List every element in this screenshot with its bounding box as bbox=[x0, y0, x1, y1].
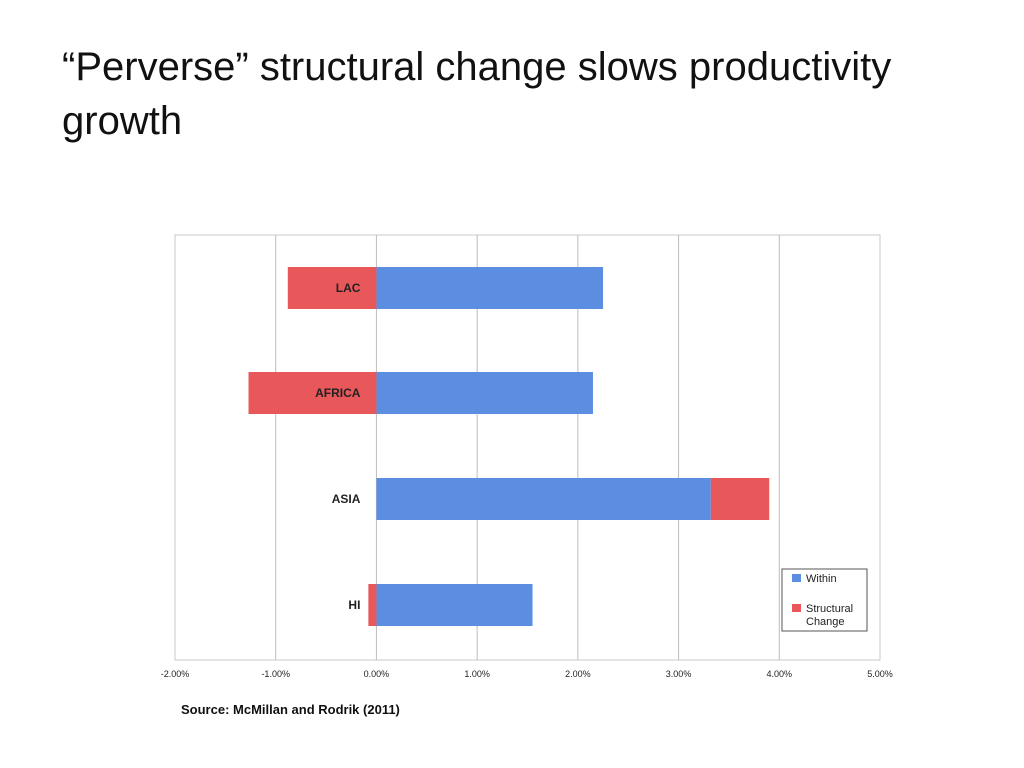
slide-title: “Perverse” structural change slows produ… bbox=[62, 45, 892, 143]
x-tick-label: 5.00% bbox=[867, 669, 893, 679]
bar-lac-within bbox=[376, 267, 604, 309]
bars bbox=[248, 267, 770, 626]
legend-label-structural: Structural Change bbox=[806, 603, 853, 628]
x-axis-tick-labels: -2.00% -1.00% 0.00% 1.00% 2.00% 3.00% 4.00% 5.0… bbox=[161, 669, 893, 679]
category-label-hi: HI bbox=[348, 598, 360, 612]
bar-lac-structural bbox=[287, 267, 377, 309]
x-tick-label: -1.00% bbox=[261, 669, 290, 679]
x-tick-label: 1.00% bbox=[464, 669, 490, 679]
legend-swatch-within bbox=[792, 574, 801, 582]
x-tick-label: 4.00% bbox=[767, 669, 793, 679]
category-label-asia: ASIA bbox=[332, 492, 361, 506]
x-tick-label: 0.00% bbox=[364, 669, 390, 679]
x-tick-label: 2.00% bbox=[565, 669, 591, 679]
bar-africa-within bbox=[376, 372, 593, 414]
category-labels: LAC AFRICA ASIA HI bbox=[315, 281, 361, 612]
category-label-africa: AFRICA bbox=[315, 386, 361, 400]
legend-label-within: Within bbox=[806, 573, 837, 585]
bar-hi-structural bbox=[368, 584, 377, 626]
category-label-lac: LAC bbox=[336, 281, 361, 295]
bar-africa-structural bbox=[248, 372, 377, 414]
bar-asia-within bbox=[376, 478, 711, 520]
legend-swatch-structural bbox=[792, 604, 801, 612]
x-tick-label: -2.00% bbox=[161, 669, 190, 679]
bar-asia-structural bbox=[710, 478, 770, 520]
bar-hi-within bbox=[376, 584, 533, 626]
legend: Within Structural Change bbox=[781, 568, 868, 632]
source-note: Source: McMillan and Rodrik (2011) bbox=[181, 702, 400, 717]
x-tick-label: 3.00% bbox=[666, 669, 692, 679]
